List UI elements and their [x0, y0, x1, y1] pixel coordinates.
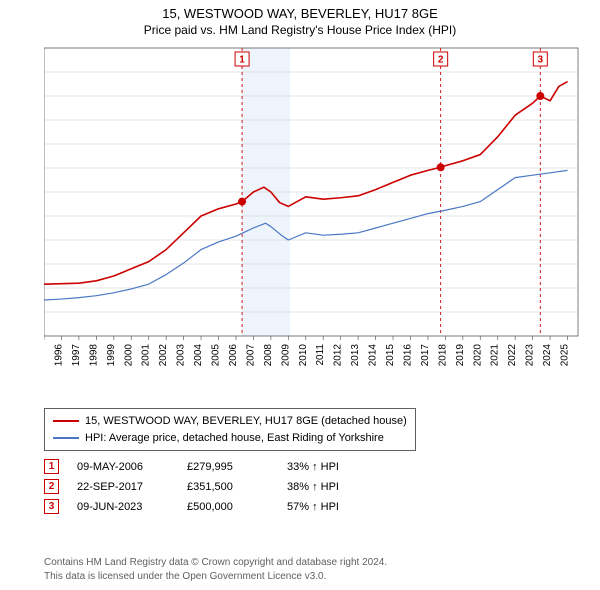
svg-text:2010: 2010 — [298, 344, 309, 367]
legend: 15, WESTWOOD WAY, BEVERLEY, HU17 8GE (de… — [44, 408, 416, 451]
event-pct-vs-hpi: 38% ↑ HPI — [287, 481, 387, 493]
svg-text:2002: 2002 — [158, 344, 169, 367]
svg-text:2019: 2019 — [455, 344, 466, 367]
svg-text:2011: 2011 — [315, 344, 326, 366]
sale-events-table: 1 09-MAY-2006£279,99533% ↑ HPI 2 22-SEP-201… — [44, 454, 387, 519]
svg-text:2020: 2020 — [472, 344, 483, 367]
svg-text:2: 2 — [438, 55, 444, 66]
svg-text:2005: 2005 — [211, 344, 222, 367]
svg-text:2007: 2007 — [245, 344, 256, 367]
svg-text:2015: 2015 — [385, 344, 396, 367]
svg-text:1: 1 — [239, 55, 245, 66]
svg-text:2003: 2003 — [176, 344, 187, 367]
footer-attribution: Contains HM Land Registry data © Crown c… — [44, 556, 387, 584]
legend-row: HPI: Average price, detached house, East… — [53, 430, 407, 447]
event-price: £500,000 — [187, 501, 287, 513]
legend-label: 15, WESTWOOD WAY, BEVERLEY, HU17 8GE (de… — [85, 413, 407, 430]
svg-text:2021: 2021 — [490, 344, 501, 367]
svg-text:2017: 2017 — [420, 344, 431, 367]
event-price: £279,995 — [187, 461, 287, 473]
chart-container: 15, WESTWOOD WAY, BEVERLEY, HU17 8GE Pri… — [0, 0, 600, 590]
svg-text:3: 3 — [538, 55, 544, 66]
event-pct-vs-hpi: 57% ↑ HPI — [287, 501, 387, 513]
svg-text:2008: 2008 — [263, 344, 274, 367]
svg-text:2004: 2004 — [193, 344, 204, 367]
event-number-box: 2 — [44, 479, 59, 494]
svg-text:2023: 2023 — [525, 344, 536, 367]
event-number-box: 1 — [44, 459, 59, 474]
svg-text:2024: 2024 — [542, 344, 553, 367]
event-date: 22-SEP-2017 — [77, 481, 187, 493]
svg-text:1999: 1999 — [106, 344, 117, 367]
svg-text:1997: 1997 — [71, 344, 82, 367]
price-chart: £0£50K£100K£150K£200K£250K£300K£350K£400… — [44, 44, 584, 374]
svg-text:2012: 2012 — [333, 344, 344, 367]
title-block: 15, WESTWOOD WAY, BEVERLEY, HU17 8GE Pri… — [0, 0, 600, 39]
legend-swatch — [53, 420, 79, 422]
chart-title: 15, WESTWOOD WAY, BEVERLEY, HU17 8GE — [0, 6, 600, 21]
svg-text:2009: 2009 — [280, 344, 291, 367]
footer-line-1: Contains HM Land Registry data © Crown c… — [44, 556, 387, 570]
footer-line-2: This data is licensed under the Open Gov… — [44, 570, 387, 584]
sale-event-row: 3 09-JUN-2023£500,00057% ↑ HPI — [44, 499, 387, 514]
svg-text:1998: 1998 — [88, 344, 99, 367]
svg-text:2022: 2022 — [507, 344, 518, 367]
legend-swatch — [53, 437, 79, 439]
event-number-box: 3 — [44, 499, 59, 514]
svg-text:2001: 2001 — [141, 344, 152, 367]
event-price: £351,500 — [187, 481, 287, 493]
sale-event-row: 2 22-SEP-2017£351,50038% ↑ HPI — [44, 479, 387, 494]
legend-label: HPI: Average price, detached house, East… — [85, 430, 384, 447]
svg-text:2014: 2014 — [368, 344, 379, 367]
legend-row: 15, WESTWOOD WAY, BEVERLEY, HU17 8GE (de… — [53, 413, 407, 430]
event-date: 09-MAY-2006 — [77, 461, 187, 473]
event-date: 09-JUN-2023 — [77, 501, 187, 513]
svg-text:2000: 2000 — [123, 344, 134, 367]
svg-text:2016: 2016 — [402, 344, 413, 367]
svg-text:2018: 2018 — [437, 344, 448, 367]
svg-text:2025: 2025 — [560, 344, 571, 367]
svg-text:1995: 1995 — [44, 344, 47, 367]
svg-text:2006: 2006 — [228, 344, 239, 367]
event-pct-vs-hpi: 33% ↑ HPI — [287, 461, 387, 473]
svg-text:1996: 1996 — [53, 344, 64, 367]
svg-text:2013: 2013 — [350, 344, 361, 367]
sale-event-row: 1 09-MAY-2006£279,99533% ↑ HPI — [44, 459, 387, 474]
chart-subtitle: Price paid vs. HM Land Registry's House … — [0, 23, 600, 37]
